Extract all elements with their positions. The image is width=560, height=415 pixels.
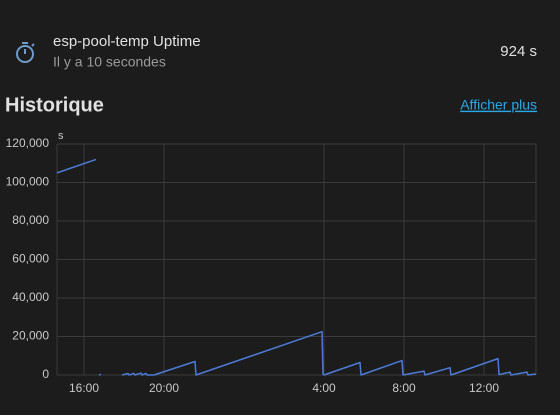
state-value: 924 s [500, 43, 537, 60]
data-line [56, 158, 537, 376]
y-tick-label: 20,000 [12, 329, 49, 343]
entity-name: esp-pool-temp Uptime [53, 33, 201, 50]
y-tick-label: 40,000 [12, 290, 49, 304]
y-axis-unit: s [58, 130, 64, 142]
y-tick-label: 100,000 [6, 175, 50, 189]
y-tick-label: 60,000 [12, 252, 49, 266]
y-tick-label: 120,000 [6, 136, 50, 150]
x-tick-label: 4:00 [312, 381, 336, 395]
section-title: Historique [5, 94, 104, 116]
y-tick-label: 80,000 [12, 213, 49, 227]
x-tick-label: 20:00 [149, 381, 179, 395]
y-tick-label: 0 [42, 367, 49, 381]
timer-icon [16, 42, 35, 63]
x-tick-label: 16:00 [69, 381, 99, 395]
x-tick-label: 12:00 [469, 381, 499, 395]
x-tick-label: 8:00 [392, 381, 416, 395]
show-more-link[interactable]: Afficher plus [460, 97, 537, 113]
last-changed: Il y a 10 secondes [53, 54, 166, 70]
